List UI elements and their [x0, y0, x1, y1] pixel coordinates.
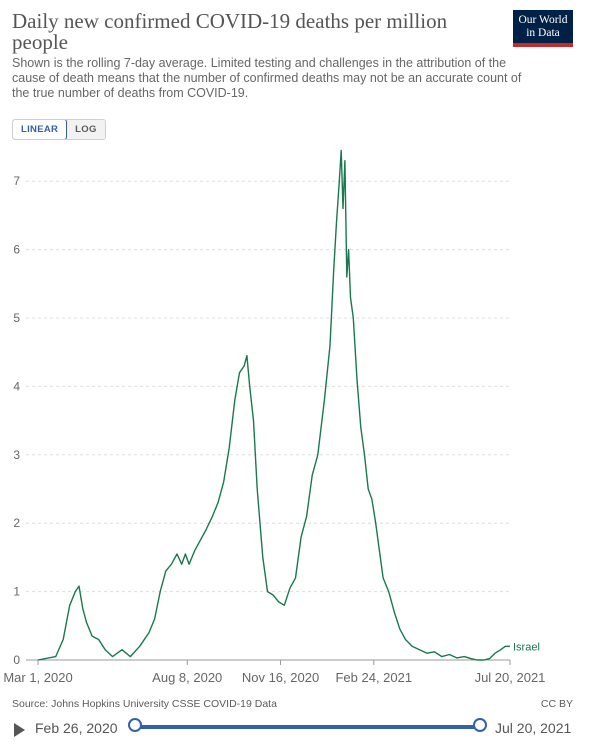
owid-logo[interactable]: Our World in Data: [513, 10, 573, 47]
timeline-start-label: Feb 26, 2020: [35, 720, 118, 736]
x-tick-label: Jul 20, 2021: [475, 670, 546, 685]
source-note[interactable]: Source: Johns Hopkins University CSSE CO…: [12, 698, 277, 710]
chart-subtitle: Shown is the rolling 7-day average. Limi…: [12, 56, 522, 100]
timeline-start-handle[interactable]: [128, 718, 142, 732]
timeline-end-label: Jul 20, 2021: [495, 720, 572, 736]
timeline-track[interactable]: [135, 725, 480, 729]
timeline-end-handle[interactable]: [473, 718, 487, 732]
license-link[interactable]: CC BY: [540, 698, 573, 710]
scale-toggle: LINEAR LOG: [12, 119, 106, 140]
x-tick-label: Nov 16, 2020: [242, 670, 319, 685]
timeline: Feb 26, 2020 Jul 20, 2021: [0, 713, 593, 743]
y-tick-label: 4: [13, 379, 20, 393]
series-line-israel: [37, 149, 510, 661]
series-label: Israel: [513, 641, 540, 653]
y-tick-label: 5: [13, 311, 20, 325]
y-tick-label: 2: [13, 516, 20, 530]
y-tick-label: 6: [13, 243, 20, 257]
line-chart: 0 1 2 3 4 5 6 7 Mar 1, 2020 Aug 8, 2020 Nov 16, 20…: [3, 149, 546, 685]
y-tick-label: 1: [13, 585, 20, 599]
chart-title: Daily new confirmed COVID-19 deaths per …: [12, 9, 448, 54]
logo-line-1: Our World: [518, 14, 568, 26]
x-tick-label: Feb 24, 2021: [335, 670, 412, 685]
y-tick-label: 3: [13, 448, 20, 462]
y-tick-label: 7: [13, 174, 20, 188]
y-tick-label: 0: [13, 653, 20, 667]
play-icon[interactable]: [14, 723, 25, 737]
x-tick-label: Mar 1, 2020: [3, 670, 72, 685]
log-scale-button[interactable]: LOG: [67, 120, 105, 139]
x-tick-label: Aug 8, 2020: [152, 670, 222, 685]
linear-scale-button[interactable]: LINEAR: [12, 120, 68, 139]
logo-line-2: in Data: [526, 27, 560, 39]
